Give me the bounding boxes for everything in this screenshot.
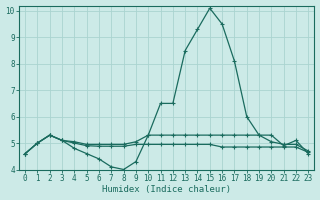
X-axis label: Humidex (Indice chaleur): Humidex (Indice chaleur): [102, 185, 231, 194]
